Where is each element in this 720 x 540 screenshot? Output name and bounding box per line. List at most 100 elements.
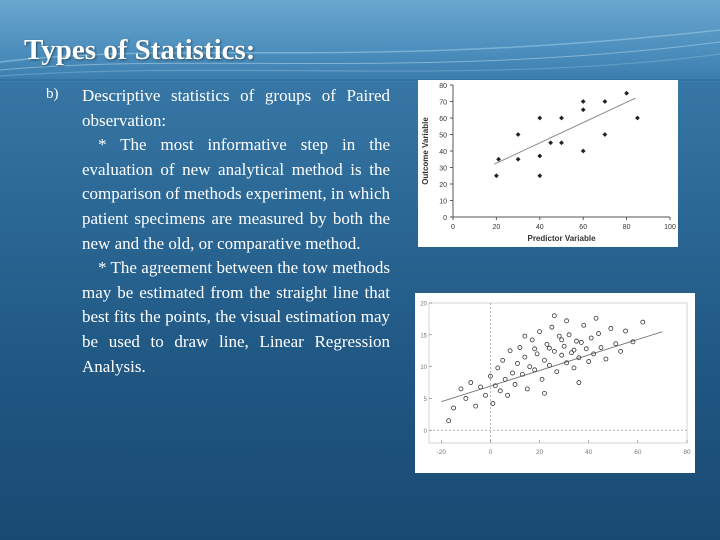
x-tick-label: 40 [585, 449, 593, 456]
data-point [502, 376, 508, 382]
data-point [608, 326, 614, 331]
data-point [571, 365, 577, 371]
data-point [519, 371, 525, 377]
data-point [580, 148, 586, 154]
data-point [515, 156, 521, 162]
data-point [548, 140, 554, 146]
y-tick-label: 30 [439, 166, 447, 173]
data-point [564, 360, 570, 366]
data-point [596, 331, 601, 336]
data-point [537, 115, 543, 121]
data-point [495, 365, 501, 371]
data-point [559, 140, 564, 146]
data-point [522, 333, 528, 339]
data-point [473, 403, 479, 409]
data-point [566, 332, 572, 338]
data-point [494, 173, 499, 179]
data-point [488, 373, 493, 379]
data-point [522, 354, 528, 360]
y-tick-label: 60 [439, 116, 447, 123]
data-point [559, 337, 565, 343]
data-point [580, 107, 586, 113]
data-point [505, 392, 511, 398]
x-tick-label: 80 [683, 449, 691, 456]
data-point [588, 335, 594, 341]
data-point [510, 370, 515, 376]
y-axis-label: Outcome Variable [421, 117, 430, 185]
data-point [458, 386, 464, 392]
data-point [537, 173, 543, 179]
scatter-chart-regression-svg: 0 5 10 15 20 -20 0 20 40 60 80 [420, 302, 691, 457]
data-point [546, 362, 552, 368]
data-point [478, 384, 483, 390]
data-point [451, 405, 456, 411]
x-tick-label: 100 [664, 224, 676, 231]
data-point [602, 132, 608, 137]
data-point [524, 386, 530, 392]
data-point [490, 401, 496, 406]
data-point [549, 324, 555, 330]
data-point [618, 348, 624, 354]
data-point [561, 343, 567, 349]
data-point [539, 376, 545, 382]
scatter-chart-predictor-svg: 0 10 20 30 40 50 60 70 80 0 20 40 60 80 100 Predictor V… [421, 83, 676, 243]
slide-title: Types of Statistics: [24, 34, 256, 66]
data-point [564, 318, 570, 324]
data-point [578, 340, 584, 345]
trend-line [494, 97, 636, 165]
y-tick-label: 10 [439, 199, 447, 206]
data-point [551, 313, 557, 319]
data-point [532, 346, 538, 352]
data-point [534, 351, 540, 357]
data-point [574, 338, 579, 344]
data-point [483, 392, 488, 398]
data-point [581, 322, 587, 328]
x-tick-label: 80 [623, 224, 631, 231]
y-tick-label: 0 [424, 429, 428, 435]
y-tick-label: 5 [424, 397, 428, 403]
data-point [580, 99, 586, 104]
y-tick-label: 50 [439, 133, 447, 140]
y-tick-label: 80 [439, 83, 447, 90]
x-tick-label: 60 [579, 224, 587, 231]
data-point [468, 380, 474, 385]
data-point [537, 153, 543, 159]
body-text: Descriptive statistics of groups of Pair… [82, 84, 390, 379]
data-point [576, 380, 582, 385]
x-axis-label: Predictor Variable [527, 234, 596, 243]
data-point [542, 390, 547, 396]
data-point [623, 328, 628, 334]
data-point [559, 352, 565, 358]
data-point [507, 348, 513, 354]
y-tick-label: 10 [420, 365, 427, 371]
y-tick-label: 20 [439, 182, 447, 189]
data-point [569, 350, 574, 356]
data-point [529, 337, 535, 343]
data-point [512, 382, 518, 387]
data-point [576, 355, 582, 361]
data-point [603, 356, 609, 362]
data-point [602, 99, 608, 104]
scatter-chart-predictor: 0 10 20 30 40 50 60 70 80 0 20 40 60 80 100 Predictor V… [418, 80, 678, 247]
y-tick-label: 15 [420, 333, 427, 339]
data-point [640, 319, 646, 325]
data-point [593, 315, 599, 321]
data-point [624, 90, 629, 96]
data-point [591, 351, 597, 357]
paragraph-agreement: * The agreement between the tow methods … [82, 258, 390, 376]
y-tick-label: 40 [439, 149, 447, 156]
data-point [554, 369, 560, 375]
x-tick-label: 40 [536, 224, 544, 231]
data-point [537, 329, 542, 335]
data-point [497, 388, 503, 394]
trend-line [441, 331, 663, 403]
y-tick-label: 20 [420, 302, 427, 308]
data-point [551, 348, 557, 354]
data-point [500, 357, 506, 363]
x-tick-label: 0 [451, 224, 455, 231]
bullet-marker: b) [46, 86, 59, 102]
scatter-chart-regression: 0 5 10 15 20 -20 0 20 40 60 80 [415, 293, 695, 473]
data-point [630, 339, 636, 345]
data-point [556, 333, 562, 339]
